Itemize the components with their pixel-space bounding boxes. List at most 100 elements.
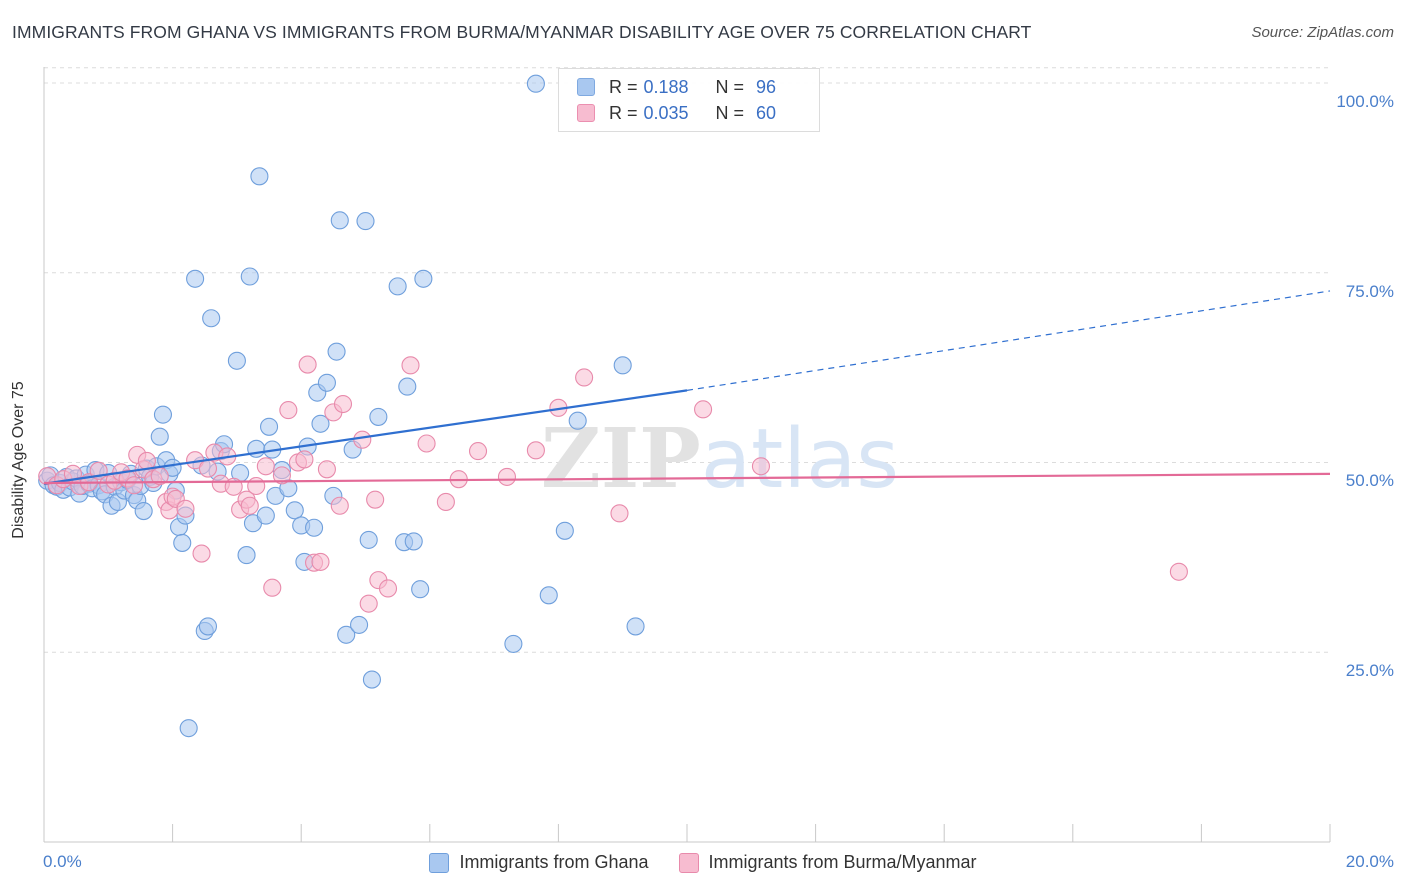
point-s0-42 — [173, 533, 192, 552]
point-s0-88 — [411, 580, 430, 599]
x-tick-label-max: 20.0% — [1345, 852, 1394, 871]
point-s0-87 — [404, 532, 423, 551]
burma-legend-swatch-icon — [678, 852, 699, 873]
point-s0-82 — [362, 670, 381, 689]
trend-line-dashed-s0 — [686, 290, 1331, 391]
n-label: N = — [715, 102, 745, 123]
chart-legend: Immigrants from Ghana Immigrants from Bu… — [0, 852, 1406, 873]
legend-label-ghana: Immigrants from Ghana — [459, 852, 649, 872]
stats-row-burma: R = 0.035 N = 60 — [577, 101, 776, 125]
point-s1-44 — [330, 496, 349, 515]
point-s0-84 — [388, 277, 407, 296]
point-s0-77 — [337, 625, 356, 644]
point-s1-35 — [272, 466, 291, 485]
x-tick-label-min: 0.0% — [43, 852, 82, 871]
watermark-atlas: atlas — [701, 412, 899, 507]
point-s0-30 — [134, 502, 153, 521]
burma-swatch-icon — [577, 104, 595, 122]
point-s1-39 — [298, 355, 317, 374]
point-s1-63 — [1169, 562, 1188, 581]
y-tick-label-0: 100.0% — [1336, 91, 1394, 111]
point-s0-44 — [179, 719, 198, 738]
point-s1-48 — [366, 490, 385, 509]
point-s0-94 — [568, 411, 587, 430]
point-s0-83 — [369, 407, 388, 426]
trend-line-s1 — [43, 472, 1331, 485]
y-tick-label-3: 25.0% — [1345, 661, 1394, 681]
point-s0-79 — [350, 615, 369, 634]
legend-item-ghana[interactable]: Immigrants from Ghana — [429, 852, 649, 873]
source-credit: Source: ZipAtlas.com — [1251, 24, 1394, 41]
point-s1-62 — [751, 457, 770, 476]
point-s0-72 — [311, 414, 330, 433]
point-s0-93 — [555, 521, 574, 540]
point-s1-45 — [333, 394, 353, 414]
watermark-zip: ZIP — [541, 411, 701, 507]
point-s1-11 — [124, 476, 144, 495]
point-s0-53 — [227, 351, 246, 370]
point-s1-33 — [256, 457, 275, 476]
point-s0-35 — [150, 427, 169, 446]
point-s1-21 — [176, 499, 195, 518]
legend-item-burma[interactable]: Immigrants from Burma/Myanmar — [678, 852, 977, 873]
point-s0-70 — [305, 518, 324, 537]
trend-line-s0 — [43, 389, 688, 485]
point-s1-52 — [417, 434, 436, 453]
ghana-swatch-icon — [577, 78, 595, 96]
r-value: 0.188 — [643, 76, 689, 97]
point-s0-81 — [359, 530, 378, 549]
point-s1-47 — [359, 594, 378, 613]
point-s1-34 — [263, 578, 282, 597]
legend-label-burma: Immigrants from Burma/Myanmar — [708, 852, 977, 872]
point-s1-53 — [436, 492, 455, 511]
point-s1-57 — [526, 441, 545, 460]
point-s0-60 — [256, 506, 275, 525]
point-s0-45 — [186, 269, 205, 288]
point-s0-90 — [504, 634, 523, 653]
point-s0-61 — [259, 417, 279, 436]
point-s0-36 — [153, 405, 173, 424]
point-s1-41 — [311, 552, 330, 571]
point-s1-60 — [610, 504, 629, 523]
point-s0-89 — [414, 269, 433, 288]
point-s1-46 — [353, 430, 372, 449]
point-s1-59 — [575, 368, 594, 387]
point-s1-61 — [694, 400, 713, 419]
n-label: N = — [715, 76, 745, 97]
point-s1-36 — [279, 401, 298, 420]
point-s0-95 — [613, 356, 632, 375]
point-s1-56 — [497, 467, 517, 486]
n-value: 60 — [756, 102, 777, 123]
r-label: R = — [609, 76, 638, 97]
ghana-legend-swatch-icon — [429, 852, 450, 873]
point-s1-24 — [198, 459, 218, 478]
point-s1-23 — [192, 544, 211, 563]
n-value: 96 — [756, 76, 777, 97]
point-s0-86 — [398, 377, 417, 396]
r-label: R = — [609, 102, 638, 123]
point-s1-42 — [317, 460, 336, 479]
point-s1-51 — [401, 356, 420, 375]
point-s0-91 — [526, 74, 545, 93]
point-s0-59 — [250, 167, 269, 186]
y-tick-label-1: 75.0% — [1345, 281, 1394, 301]
point-s0-49 — [202, 309, 221, 328]
point-s0-76 — [330, 211, 349, 230]
watermark: ZIPatlas — [541, 411, 899, 507]
point-s0-80 — [356, 212, 375, 231]
point-s0-66 — [285, 501, 304, 520]
point-s0-75 — [327, 342, 346, 361]
stats-row-ghana: R = 0.188 N = 96 — [577, 75, 776, 99]
chart-title: IMMIGRANTS FROM GHANA VS IMMIGRANTS FROM… — [12, 22, 1032, 42]
y-tick-label-2: 50.0% — [1345, 471, 1394, 491]
point-s0-96 — [626, 617, 645, 636]
point-s1-55 — [468, 442, 488, 461]
r-value: 0.035 — [643, 102, 689, 123]
point-s0-56 — [240, 267, 259, 286]
point-s0-92 — [539, 586, 558, 605]
correlation-stats-box: R = 0.188 N = 96 R = 0.035 N = 60 — [558, 68, 820, 132]
point-s1-32 — [247, 476, 266, 496]
point-s0-48 — [198, 617, 218, 636]
point-s1-50 — [378, 579, 398, 598]
